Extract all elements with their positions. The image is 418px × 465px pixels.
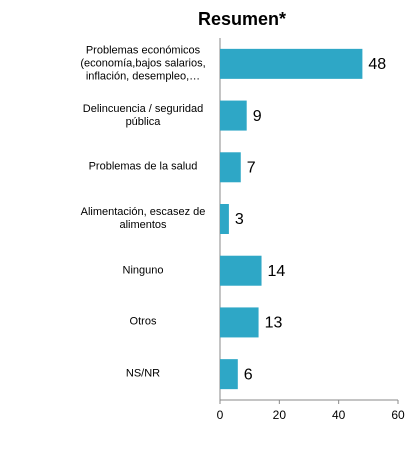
y-tick-label: Problemas de la salud xyxy=(70,161,216,174)
value-label: 48 xyxy=(368,56,386,73)
y-tick-label: Ninguno xyxy=(70,264,216,277)
x-tick-label: 20 xyxy=(273,408,287,422)
value-label: 3 xyxy=(235,211,244,228)
chart-title: Resumen* xyxy=(198,9,286,29)
bar xyxy=(220,256,262,286)
value-label: 7 xyxy=(247,160,256,177)
y-tick-label: NS/NR xyxy=(70,368,216,381)
y-tick-label: Otros xyxy=(70,316,216,329)
bar xyxy=(220,49,362,79)
y-tick-label: Problemas económicos (economía,bajos sal… xyxy=(70,44,216,83)
x-tick-label: 40 xyxy=(332,408,346,422)
value-label: 9 xyxy=(253,108,262,125)
y-tick-label: Delincuencia / seguridad pública xyxy=(70,103,216,129)
bar xyxy=(220,101,247,131)
bar xyxy=(220,359,238,389)
bar xyxy=(220,204,229,234)
chart: Resumen* 0 20 40 60 48 9 7 3 14 13 6 Problemas eco… xyxy=(0,0,418,465)
y-tick-label: Alimentación, escasez de alimentos xyxy=(70,206,216,232)
value-label: 13 xyxy=(265,315,283,332)
x-tick-label: 60 xyxy=(391,408,405,422)
value-label: 14 xyxy=(268,263,286,280)
bar xyxy=(220,307,259,337)
value-label: 6 xyxy=(244,366,253,383)
bar xyxy=(220,152,241,182)
x-tick-label: 0 xyxy=(217,408,224,422)
